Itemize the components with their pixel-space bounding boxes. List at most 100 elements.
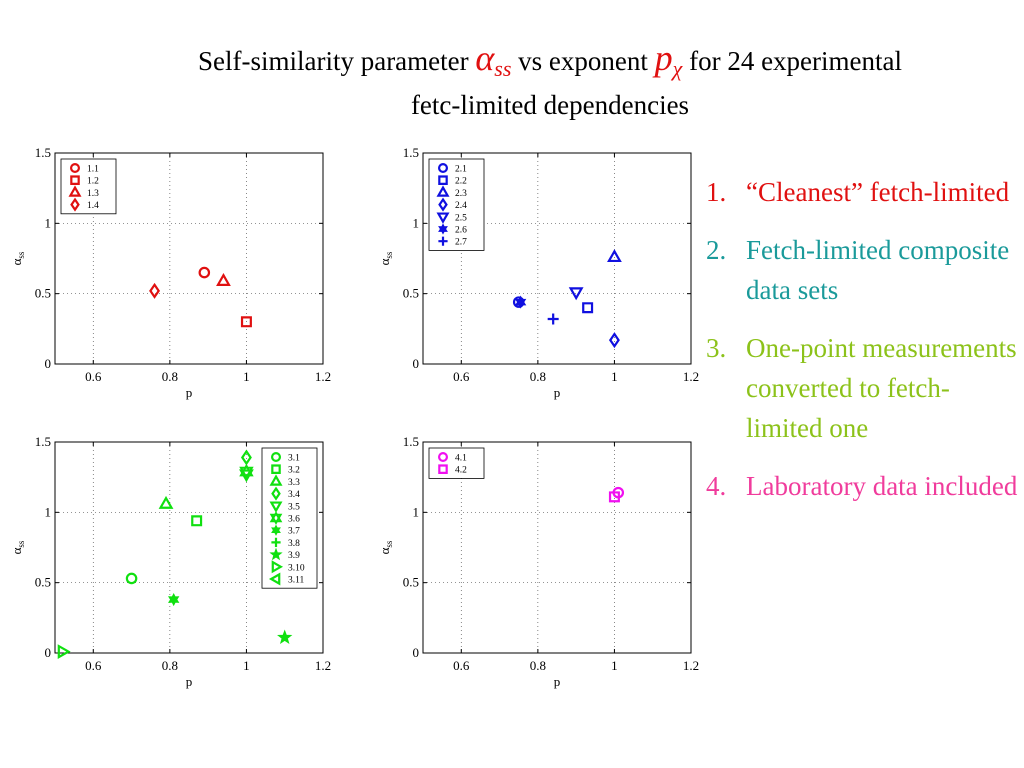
x-tick-label: 0.8: [530, 658, 546, 673]
legend-label: 3.6: [288, 515, 300, 525]
legend-label: 1.1: [87, 165, 99, 175]
legend-marker-1-4: [70, 197, 80, 212]
x-tick-label: 1: [243, 658, 250, 673]
legend-marker-2-7: [438, 236, 448, 246]
legend-label: 1.2: [87, 177, 99, 187]
legend-label: 4.1: [455, 454, 467, 464]
legend-marker-3-9: [269, 547, 283, 561]
legend-label: 2.6: [455, 226, 467, 236]
y-axis-label: αss: [377, 540, 394, 554]
x-axis-label: p: [186, 385, 193, 400]
legend-marker-3-11: [268, 572, 281, 586]
x-tick-label: 0.6: [453, 658, 470, 673]
legend-marker-2-6: [438, 223, 448, 235]
legend-label: 3.9: [288, 551, 300, 561]
data-point-4-2: [608, 491, 620, 503]
legend-label: 1.4: [87, 201, 99, 211]
data-point-1-1: [198, 266, 211, 279]
x-tick-label: 0.8: [530, 369, 546, 384]
note-text: Fetch-limited composite data sets: [746, 235, 1010, 305]
y-tick-label: 0.5: [403, 286, 419, 301]
legend-marker-2-2: [438, 175, 448, 185]
data-point-2-2: [582, 302, 594, 314]
legend: 3.1 3.2 3.3 3.4 3.5 3.6 3.7 3.8 3.9 3.10 3.11: [261, 447, 318, 589]
y-tick-label: 1.5: [403, 434, 419, 449]
title-text-part-2: vs exponent: [511, 46, 655, 76]
data-point-2-5: [568, 287, 584, 301]
x-tick-label: 1.2: [683, 369, 699, 384]
chart-panel-2: 0.6 0.8 1 1.2 0 0.5 1 1.5 p αss 2.1 2.2 2.3 2.4 2.5 2.6…: [377, 145, 699, 400]
data-point-3-7: [167, 592, 180, 607]
x-tick-label: 0.6: [85, 369, 102, 384]
plot-frame: [422, 152, 692, 365]
data-point-3-3: [158, 495, 174, 509]
legend-marker-4-1: [437, 451, 449, 463]
data-point-1-4: [149, 282, 160, 299]
data-point-2-4: [608, 332, 620, 349]
data-point-2-7: [547, 313, 559, 325]
x-tick-label: 1: [611, 369, 618, 384]
legend-box: [428, 158, 485, 251]
data-point-3-1: [125, 572, 138, 585]
legend-marker-3-2: [271, 464, 281, 474]
legend: 2.1 2.2 2.3 2.4 2.5 2.6 2.7: [428, 158, 485, 251]
note-number: 4.: [706, 471, 727, 501]
legend-label: 3.4: [288, 490, 300, 500]
y-axis-label: αss: [9, 251, 26, 265]
legend-label: 2.4: [455, 201, 467, 211]
x-tick-label: 0.6: [85, 658, 102, 673]
data-point-2-6: [514, 295, 527, 309]
category-notes: 1. “Cleanest” fetch-limited 2. Fetch-limit…: [702, 172, 1020, 524]
plot-frame: [54, 441, 324, 654]
legend-label: 3.7: [288, 527, 300, 537]
legend-marker-3-10: [271, 560, 284, 574]
x-tick-label: 0.8: [162, 658, 178, 673]
legend-label: 3.11: [288, 576, 305, 586]
legend-label: 3.10: [288, 563, 305, 573]
legend-marker-1-1: [69, 162, 81, 174]
legend-marker-3-3: [269, 474, 283, 486]
x-axis-label: p: [186, 674, 193, 689]
legend-box: [428, 447, 485, 479]
legend-label: 3.5: [288, 502, 300, 512]
title-line-1: Self-similarity parameter αss vs exponen…: [80, 40, 1020, 87]
note-text: Laboratory data included: [746, 471, 1018, 501]
plot-frame: [54, 152, 324, 365]
x-tick-label: 1.2: [315, 658, 331, 673]
x-tick-label: 0.6: [453, 369, 470, 384]
data-point-1-3: [216, 273, 231, 286]
legend-label: 2.7: [455, 238, 467, 248]
legend-marker-2-4: [438, 197, 448, 212]
data-point-3-2: [191, 515, 203, 527]
y-tick-label: 1: [45, 215, 52, 230]
data-point-3-4: [240, 449, 252, 466]
legend-marker-3-8: [271, 537, 281, 547]
slide-title: Self-similarity parameter αss vs exponen…: [80, 40, 1020, 123]
legend-label: 2.1: [455, 165, 467, 175]
y-tick-label: 1.5: [35, 145, 51, 160]
legend-label: 3.2: [288, 466, 300, 476]
legend-label: 1.3: [87, 189, 99, 199]
chart-panel-1: 0.6 0.8 1 1.2 0 0.5 1 1.5 p αss 1.1 1.2 1.3 1.4: [9, 145, 331, 400]
legend-marker-3-5: [269, 501, 283, 513]
legend-marker-2-5: [436, 212, 450, 224]
legend-label: 2.3: [455, 189, 467, 199]
legend-marker-3-7: [271, 524, 281, 536]
y-tick-label: 0.5: [35, 286, 51, 301]
legend-label: 4.2: [455, 466, 467, 476]
legend-label: 3.1: [288, 454, 300, 464]
alpha-subscript: ss: [494, 56, 512, 81]
legend-label: 3.3: [288, 478, 300, 488]
plot-frame: [422, 441, 692, 654]
data-point-3-6: [239, 463, 254, 480]
y-tick-label: 1.5: [35, 434, 51, 449]
chart-panel-3: 0.6 0.8 1 1.2 0 0.5 1 1.5 p αss 3.1 3.2 3.3 3.4 3.5 3.6…: [9, 434, 331, 689]
y-tick-label: 0: [413, 356, 420, 371]
data-point-3-10: [57, 644, 71, 659]
note-number: 1.: [706, 177, 727, 207]
y-tick-label: 0: [45, 356, 52, 371]
alpha-symbol: α: [475, 38, 495, 78]
legend: 1.1 1.2 1.3 1.4: [60, 158, 117, 215]
p-subscript: χ: [672, 56, 683, 81]
